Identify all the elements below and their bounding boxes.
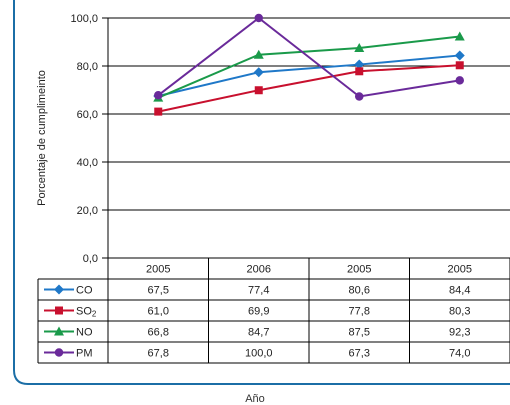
marker-diamond <box>253 67 264 78</box>
legend-label: NO <box>76 327 93 339</box>
panel-border <box>13 0 510 385</box>
marker-square <box>154 107 163 116</box>
data-label: 100,0 <box>245 348 273 360</box>
legend-label: SO2 <box>76 306 97 319</box>
x-axis-title: Año <box>245 393 265 405</box>
data-label: 92,3 <box>449 327 470 339</box>
y-tick-label: 80,0 <box>77 61 98 73</box>
x-tick-label: 2006 <box>247 264 271 276</box>
data-table: 2005 2006 2005 2005 CO 67,5 77,4 80,6 84,4 SO2 61,… <box>37 258 510 364</box>
marker-square <box>355 67 364 76</box>
legend-label: CO <box>76 285 93 297</box>
data-label: 84,7 <box>248 327 269 339</box>
x-tick-label: 2005 <box>347 264 371 276</box>
series-line <box>158 64 460 113</box>
marker-circle <box>355 92 364 101</box>
data-label: 87,5 <box>349 327 370 339</box>
marker-circle <box>154 91 163 100</box>
data-label: 77,8 <box>349 306 370 318</box>
marker-square <box>254 86 263 95</box>
marker-circle <box>455 76 464 85</box>
series-line <box>158 54 460 97</box>
marker-circle <box>54 348 64 357</box>
series-pm <box>154 13 464 101</box>
marker-circle <box>254 13 263 23</box>
legend-label: PM <box>76 348 93 360</box>
y-axis-title: Porcentaje de cumplimeinto <box>36 70 48 206</box>
marker-diamond <box>454 50 465 61</box>
gridlines <box>102 17 510 259</box>
marker-square <box>55 306 63 315</box>
y-tick-labels: 0,0 20,0 40,0 60,0 80,0 100,0 <box>70 13 98 265</box>
series-no <box>153 31 465 102</box>
legend-entry-so2: SO2 <box>44 306 97 319</box>
legend-entry-pm: PM <box>44 348 93 360</box>
marker-triangle <box>354 43 365 52</box>
data-label: 61,0 <box>148 306 169 318</box>
data-label: 67,8 <box>148 348 169 360</box>
series-line <box>157 35 460 99</box>
data-label: 67,5 <box>148 285 169 297</box>
marker-diamond <box>354 59 365 70</box>
y-tick-label: 0,0 <box>83 253 98 265</box>
legend-entry-no: NO <box>44 326 93 339</box>
data-label: 74,0 <box>449 348 470 360</box>
marker-triangle <box>54 326 64 336</box>
y-tick-label: 60,0 <box>77 109 98 121</box>
marker-diamond <box>54 284 64 295</box>
y-tick-label: 20,0 <box>77 205 98 217</box>
marker-triangle <box>253 49 264 59</box>
data-label: 80,3 <box>449 306 470 318</box>
x-tick-label: 2005 <box>146 264 170 276</box>
marker-square <box>455 61 464 70</box>
series-so2 <box>154 61 464 116</box>
data-label: 69,9 <box>248 306 269 318</box>
data-label: 80,6 <box>349 285 370 297</box>
y-tick-label: 40,0 <box>77 157 98 169</box>
series-lines <box>153 13 465 116</box>
x-tick-label: 2005 <box>448 264 472 276</box>
data-label: 77,4 <box>248 285 269 297</box>
data-label: 66,8 <box>148 327 169 339</box>
series-line <box>157 16 460 98</box>
legend-entry-co: CO <box>44 284 93 297</box>
y-tick-label: 100,0 <box>70 13 98 25</box>
data-label: 84,4 <box>449 285 470 297</box>
data-label: 67,3 <box>349 348 370 360</box>
marker-triangle <box>454 31 465 41</box>
